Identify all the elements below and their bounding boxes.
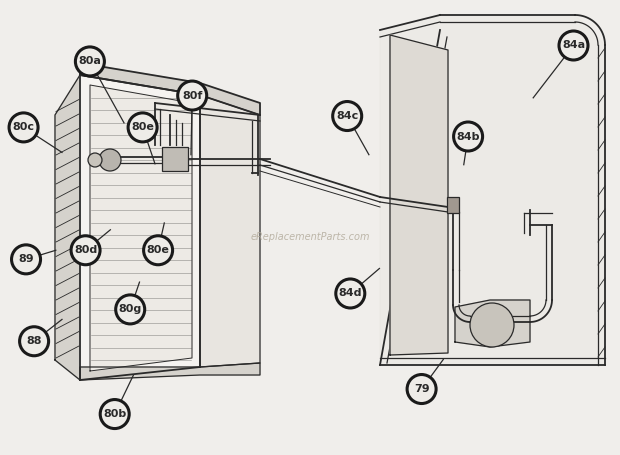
Circle shape — [470, 303, 514, 347]
Circle shape — [100, 399, 129, 429]
Text: 80f: 80f — [182, 91, 202, 101]
Text: eReplacementParts.com: eReplacementParts.com — [250, 232, 370, 242]
Text: 80b: 80b — [103, 409, 126, 419]
Circle shape — [128, 113, 157, 142]
Text: 80e: 80e — [147, 245, 169, 255]
Circle shape — [88, 153, 102, 167]
Circle shape — [71, 236, 100, 265]
FancyBboxPatch shape — [447, 197, 459, 213]
Text: 84b: 84b — [456, 131, 480, 142]
FancyBboxPatch shape — [162, 147, 188, 171]
Text: 80a: 80a — [79, 56, 101, 66]
Circle shape — [454, 122, 482, 151]
Circle shape — [336, 279, 365, 308]
Circle shape — [116, 295, 144, 324]
Text: 89: 89 — [18, 254, 34, 264]
Circle shape — [20, 327, 48, 356]
Text: 84c: 84c — [336, 111, 358, 121]
Polygon shape — [80, 63, 260, 115]
Circle shape — [178, 81, 206, 110]
Polygon shape — [455, 300, 530, 347]
Circle shape — [144, 236, 172, 265]
Polygon shape — [380, 15, 605, 365]
Polygon shape — [390, 35, 448, 355]
Text: 88: 88 — [26, 336, 42, 346]
Polygon shape — [90, 85, 192, 371]
Text: 80e: 80e — [131, 122, 154, 132]
Text: 80d: 80d — [74, 245, 97, 255]
Text: 80c: 80c — [12, 122, 35, 132]
Circle shape — [559, 31, 588, 60]
Circle shape — [76, 47, 104, 76]
Text: 84a: 84a — [562, 40, 585, 51]
Text: 79: 79 — [414, 384, 430, 394]
Circle shape — [12, 245, 40, 274]
Polygon shape — [80, 75, 200, 380]
Text: 84d: 84d — [339, 288, 362, 298]
Polygon shape — [200, 95, 260, 367]
Circle shape — [407, 374, 436, 404]
Circle shape — [99, 149, 121, 171]
Text: 80g: 80g — [118, 304, 142, 314]
Circle shape — [333, 101, 361, 131]
Polygon shape — [80, 363, 260, 380]
Polygon shape — [55, 75, 100, 380]
Circle shape — [9, 113, 38, 142]
Polygon shape — [55, 75, 100, 380]
